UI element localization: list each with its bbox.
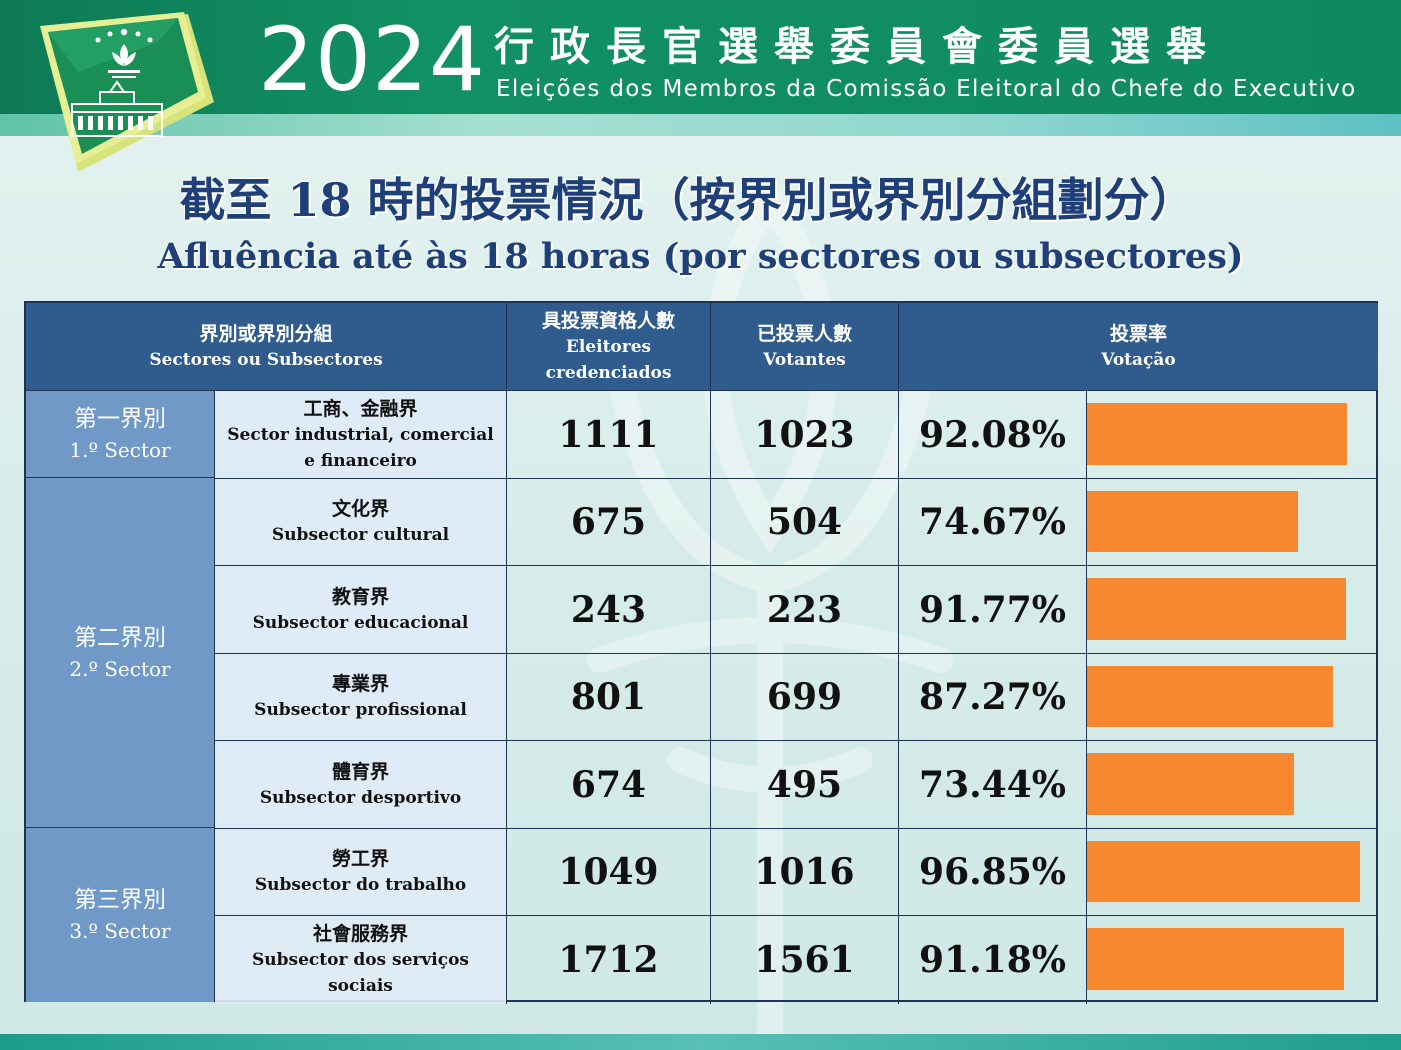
turnout-bar-cell — [1087, 479, 1378, 566]
column-header-turnout-zh: 投票率 — [1109, 322, 1167, 345]
header-stripe — [0, 114, 1401, 136]
sector-label-pt: 2.º Sector — [69, 656, 171, 681]
turnout-rate-value: 91.18% — [899, 916, 1087, 1004]
subsector-label-pt: Subsector do trabalho — [254, 875, 467, 895]
subsector-cell: 體育界 Subsector desportivo — [215, 741, 507, 829]
column-header-turnout-pt: Votação — [1101, 349, 1176, 370]
subsector-cell: 勞工界 Subsector do trabalho — [215, 829, 507, 916]
turnout-table: 界別或界別分組 Sectores ou Subsectores 具投票資格人數 … — [24, 301, 1378, 1004]
subsector-cell: 教育界 Subsector educacional — [215, 566, 507, 654]
subsector-cell: 文化界 Subsector cultural — [215, 479, 507, 566]
column-header-sector-pt: Sectores ou Subsectores — [149, 349, 383, 370]
column-header-electors-pt1: Eleitores — [565, 336, 652, 357]
turnout-rate-value: 96.85% — [899, 829, 1087, 916]
election-year: 2024 — [258, 8, 486, 111]
subsector-label-zh: 體育界 — [331, 760, 389, 783]
subsector-label-pt: Sector industrial, comercial e financeir… — [227, 424, 494, 471]
turnout-rate-value: 91.77% — [899, 566, 1087, 654]
electors-value: 674 — [507, 741, 711, 829]
subsector-label-zh: 勞工界 — [331, 848, 389, 870]
column-header-voters-zh: 已投票人數 — [756, 322, 852, 345]
column-header-sector: 界別或界別分組 Sectores ou Subsectores — [26, 303, 507, 391]
sector-label-zh: 第三界別 — [74, 887, 166, 913]
electors-value: 1049 — [507, 829, 711, 916]
sector-label-zh: 第二界別 — [74, 624, 166, 651]
column-header-electors-zh: 具投票資格人數 — [541, 309, 675, 332]
electors-value: 1712 — [507, 916, 711, 1004]
voters-value: 1016 — [711, 829, 899, 916]
election-title-chinese: 行政長官選舉委員會委員選舉 — [494, 24, 1222, 70]
turnout-bar-cell — [1087, 741, 1378, 829]
turnout-bar — [1087, 491, 1298, 552]
sector-cell-1: 第一界別 1.º Sector — [26, 391, 215, 478]
subsector-label-pt: Subsector desportivo — [259, 787, 462, 808]
turnout-bar — [1087, 666, 1333, 727]
subsector-label-zh: 文化界 — [331, 498, 389, 520]
turnout-rate-value: 73.44% — [899, 741, 1087, 829]
turnout-rate-value: 92.08% — [899, 391, 1087, 479]
footer-band — [0, 1034, 1401, 1050]
sector-label-pt: 1.º Sector — [69, 438, 171, 462]
subsector-label-pt: Subsector cultural — [271, 525, 450, 545]
chart-title-chinese: 截至 18 時的投票情況（按界別或界別分組劃分） — [179, 173, 1196, 227]
column-header-sector-zh: 界別或界別分組 — [199, 322, 333, 345]
column-header-voters-pt: Votantes — [763, 349, 846, 370]
turnout-rate-value: 74.67% — [899, 479, 1087, 566]
voters-value: 1023 — [711, 391, 899, 479]
electors-value: 1111 — [507, 391, 711, 479]
voters-value: 699 — [711, 654, 899, 741]
turnout-bar — [1087, 403, 1347, 465]
subsector-label-zh: 社會服務界 — [312, 923, 408, 945]
turnout-bar-cell — [1087, 391, 1378, 479]
subsector-cell: 社會服務界 Subsector dos serviços sociais — [215, 916, 507, 1004]
voters-value: 504 — [711, 479, 899, 566]
subsector-label-zh: 專業界 — [331, 673, 389, 695]
column-header-voters: 已投票人數 Votantes — [711, 303, 899, 391]
turnout-bar-cell — [1087, 916, 1378, 1004]
turnout-bar-cell — [1087, 566, 1378, 654]
sector-cell-2: 第二界別 2.º Sector — [26, 478, 215, 828]
subsector-cell: 工商、金融界 Sector industrial, comercial e fi… — [215, 391, 507, 479]
turnout-bar — [1087, 578, 1346, 640]
turnout-bar — [1087, 841, 1360, 902]
column-header-turnout: 投票率 Votação — [899, 303, 1378, 391]
sector-label-zh: 第一界別 — [74, 406, 166, 432]
column-header-electors: 具投票資格人數 Eleitores credenciados — [507, 303, 711, 391]
voters-value: 495 — [711, 741, 899, 829]
column-header-electors-pt2: credenciados — [545, 362, 672, 383]
turnout-bar-cell — [1087, 829, 1378, 916]
header-banner — [0, 0, 1401, 114]
macao-emblem-logo — [40, 12, 214, 172]
voters-value: 1561 — [711, 916, 899, 1004]
subsector-label-pt: Subsector dos serviços sociais — [252, 950, 469, 996]
subsector-label-zh: 工商、金融界 — [303, 397, 418, 420]
subsector-label-pt: Subsector profissional — [254, 700, 467, 720]
election-title-portuguese: Eleições dos Membros da Comissão Eleitor… — [496, 76, 1357, 102]
turnout-bar — [1087, 928, 1344, 990]
sector-label-pt: 3.º Sector — [69, 919, 171, 943]
electors-value: 801 — [507, 654, 711, 741]
subsector-cell: 專業界 Subsector profissional — [215, 654, 507, 741]
chart-title-portuguese: Afluência até às 18 horas (por sectores … — [157, 236, 1244, 277]
turnout-bar — [1087, 753, 1294, 815]
subsector-label-zh: 教育界 — [331, 585, 389, 608]
electors-value: 243 — [507, 566, 711, 654]
subsector-label-pt: Subsector educacional — [252, 612, 469, 633]
turnout-bar-cell — [1087, 654, 1378, 741]
voters-value: 223 — [711, 566, 899, 654]
electors-value: 675 — [507, 479, 711, 566]
turnout-rate-value: 87.27% — [899, 654, 1087, 741]
sector-cell-3: 第三界別 3.º Sector — [26, 828, 215, 1002]
